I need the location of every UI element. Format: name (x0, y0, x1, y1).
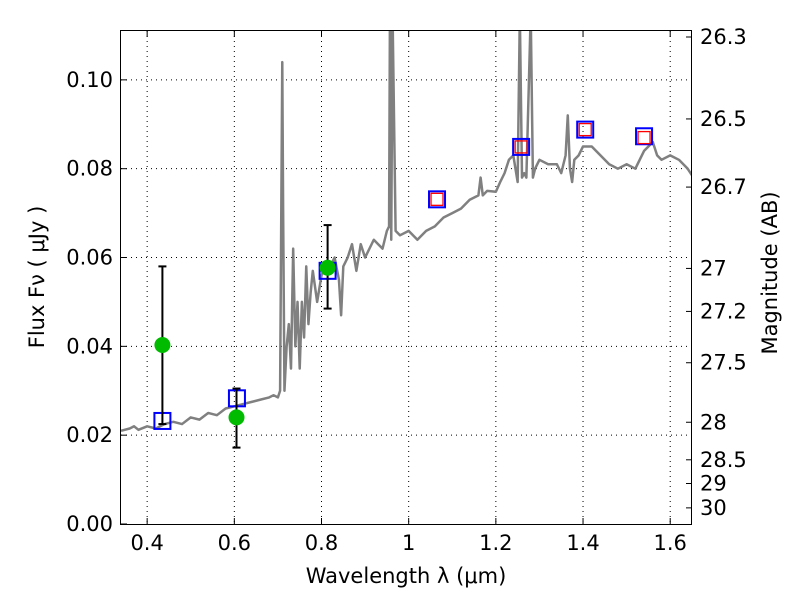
model-photometry-square (635, 127, 654, 146)
model-photometry-inner-square (637, 130, 651, 145)
right-tick-label: 27.5 (700, 351, 747, 375)
model-photometry-square (428, 190, 447, 209)
right-tick-label: 28 (700, 410, 727, 434)
plot-frame (120, 30, 692, 525)
model-photometry-square (512, 137, 531, 156)
x-tick-label: 0.4 (130, 531, 163, 555)
x-tick-label: 1.6 (654, 531, 687, 555)
y-tick-label: 0.10 (66, 68, 113, 92)
spectrum-layer (121, 31, 692, 432)
y-tick-label: 0.08 (66, 157, 113, 181)
y-tick-label: 0.02 (66, 423, 113, 447)
x-tick-label: 0.6 (218, 531, 251, 555)
model-photometry-inner-square (578, 122, 592, 137)
marks-layer (153, 120, 654, 449)
observed-point (154, 337, 171, 354)
y-axis-label: Flux Fν ( μJy ) (25, 206, 49, 349)
x-tick-label: 1.4 (566, 531, 599, 555)
model-photometry-square (576, 120, 595, 139)
right-tick-label: 29 (700, 471, 727, 495)
model-photometry-inner-square (514, 140, 528, 154)
y-tick-label: 0.04 (66, 334, 113, 358)
x-tick-label: 0.8 (305, 531, 338, 555)
right-tick-label: 26.3 (700, 25, 747, 49)
x-tick-label: 1.2 (479, 531, 512, 555)
y-tick-label: 0.00 (66, 512, 113, 536)
right-tick-label: 27 (700, 256, 727, 280)
x-axis-label: Wavelength λ (μm) (306, 564, 507, 588)
y-tick-label: 0.06 (66, 246, 113, 270)
x-tick-label: 1 (402, 531, 415, 555)
ticks: 0.4 0.6 0.8 1 1.2 1.4 1.6 0.00 0.02 0.04 0.06 0.08 0… (66, 25, 747, 555)
model-photometry-inner-square (430, 192, 444, 206)
spectrum-line (121, 31, 692, 432)
right-tick-label: 26.5 (700, 107, 747, 131)
right-tick-label: 30 (700, 496, 727, 520)
grid (121, 31, 692, 524)
right-tick-label: 26.7 (700, 175, 747, 199)
right-tick-label: 27.2 (700, 299, 747, 323)
observed-point (228, 409, 245, 426)
observed-point (319, 259, 336, 276)
right-axis-label: Magnitude (AB) (758, 191, 782, 354)
right-tick-label: 28.5 (700, 448, 747, 472)
